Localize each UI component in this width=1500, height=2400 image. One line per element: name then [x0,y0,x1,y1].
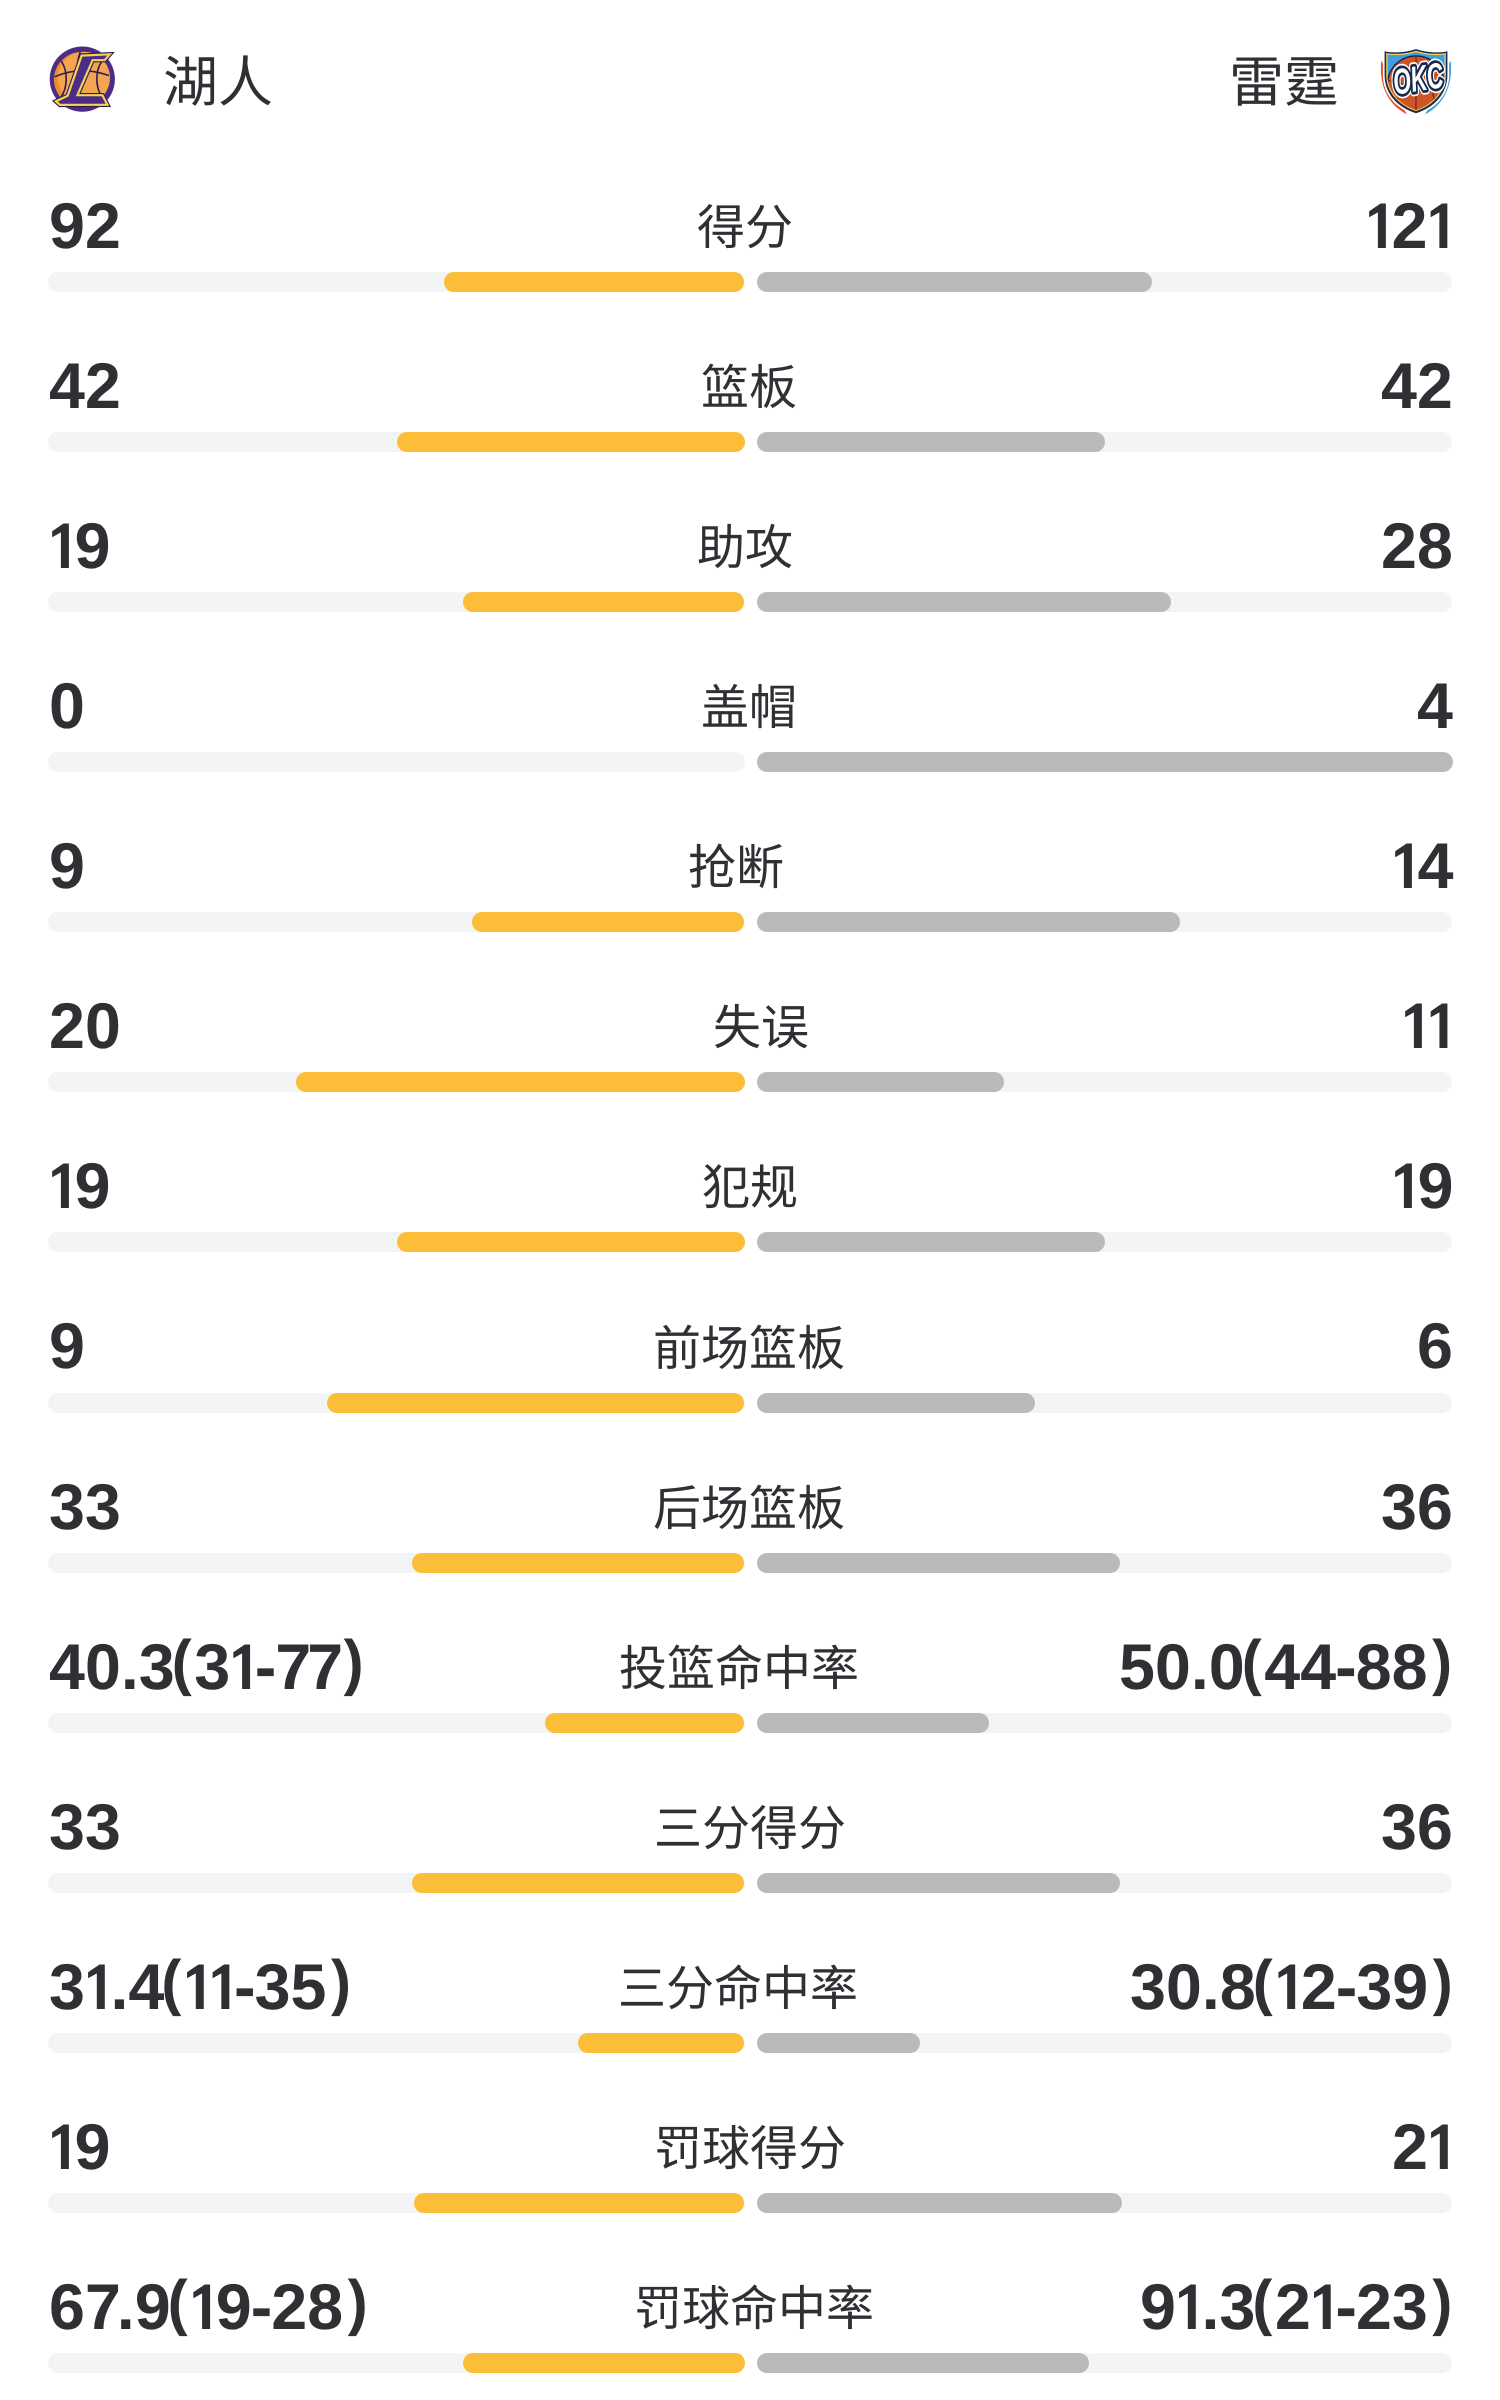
svg-text:OKC: OKC [1390,56,1447,103]
